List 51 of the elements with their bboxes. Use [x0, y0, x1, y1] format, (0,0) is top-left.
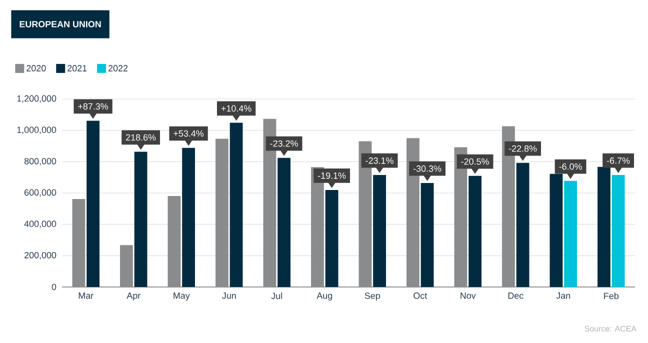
legend-label: 2022	[108, 65, 128, 72]
x-tick-label: Jun	[222, 292, 236, 299]
annotation: +10.4%	[221, 105, 252, 112]
x-tick-label: Sep	[364, 292, 380, 301]
bar	[72, 198, 86, 287]
bar	[182, 148, 195, 287]
x-tick-label: Mar	[78, 292, 94, 299]
bar	[230, 122, 243, 287]
y-tick-label: 200,000	[24, 252, 56, 260]
x-tick-label: Dec	[508, 292, 524, 299]
bar	[373, 174, 386, 287]
bar	[168, 196, 181, 287]
x-tick-label: Oct	[414, 292, 428, 299]
bar	[278, 158, 290, 287]
annotation: -19.1%	[318, 172, 346, 179]
bar	[612, 174, 625, 287]
annotation: -23.2%	[270, 140, 298, 147]
annotation: -6.7%	[606, 157, 630, 164]
y-tick-label: 0	[52, 284, 56, 290]
x-tick-label: Jul	[271, 292, 282, 300]
bar	[86, 120, 100, 287]
y-tick-label: 800,000	[24, 158, 56, 166]
y-tick-label: 600,000	[24, 189, 56, 197]
chart-title: EUROPEAN UNION	[20, 21, 101, 28]
x-tick-label: Aug	[316, 292, 332, 301]
y-tick-label: 400,000	[24, 220, 56, 228]
x-tick-label: Apr	[126, 292, 140, 301]
bar	[468, 176, 482, 287]
annotation: -20.5%	[461, 158, 489, 165]
legend-label: 2020	[26, 65, 46, 72]
annotation: 218.6%	[126, 134, 156, 141]
bar	[216, 138, 228, 287]
y-tick-label: 1,200,000	[17, 95, 56, 103]
annotation: +53.4%	[174, 130, 204, 137]
bar	[516, 162, 530, 287]
y-tick-label: 1,000,000	[17, 126, 56, 134]
x-tick-label: May	[174, 292, 190, 301]
bar	[134, 152, 148, 287]
bar	[564, 180, 577, 287]
x-tick-label: Nov	[460, 292, 476, 299]
annotation: -30.3%	[413, 165, 442, 172]
annotation: -23.1%	[366, 157, 394, 164]
bar	[120, 245, 133, 287]
x-tick-label: Jan	[556, 292, 570, 299]
annotation: -22.8%	[509, 145, 537, 152]
bar	[420, 182, 434, 287]
legend-label: 2021	[68, 65, 87, 72]
annotation: +87.3%	[78, 103, 108, 110]
bar	[325, 190, 338, 287]
x-tick-label: Feb	[604, 292, 618, 300]
annotation: -6.0%	[559, 163, 582, 170]
